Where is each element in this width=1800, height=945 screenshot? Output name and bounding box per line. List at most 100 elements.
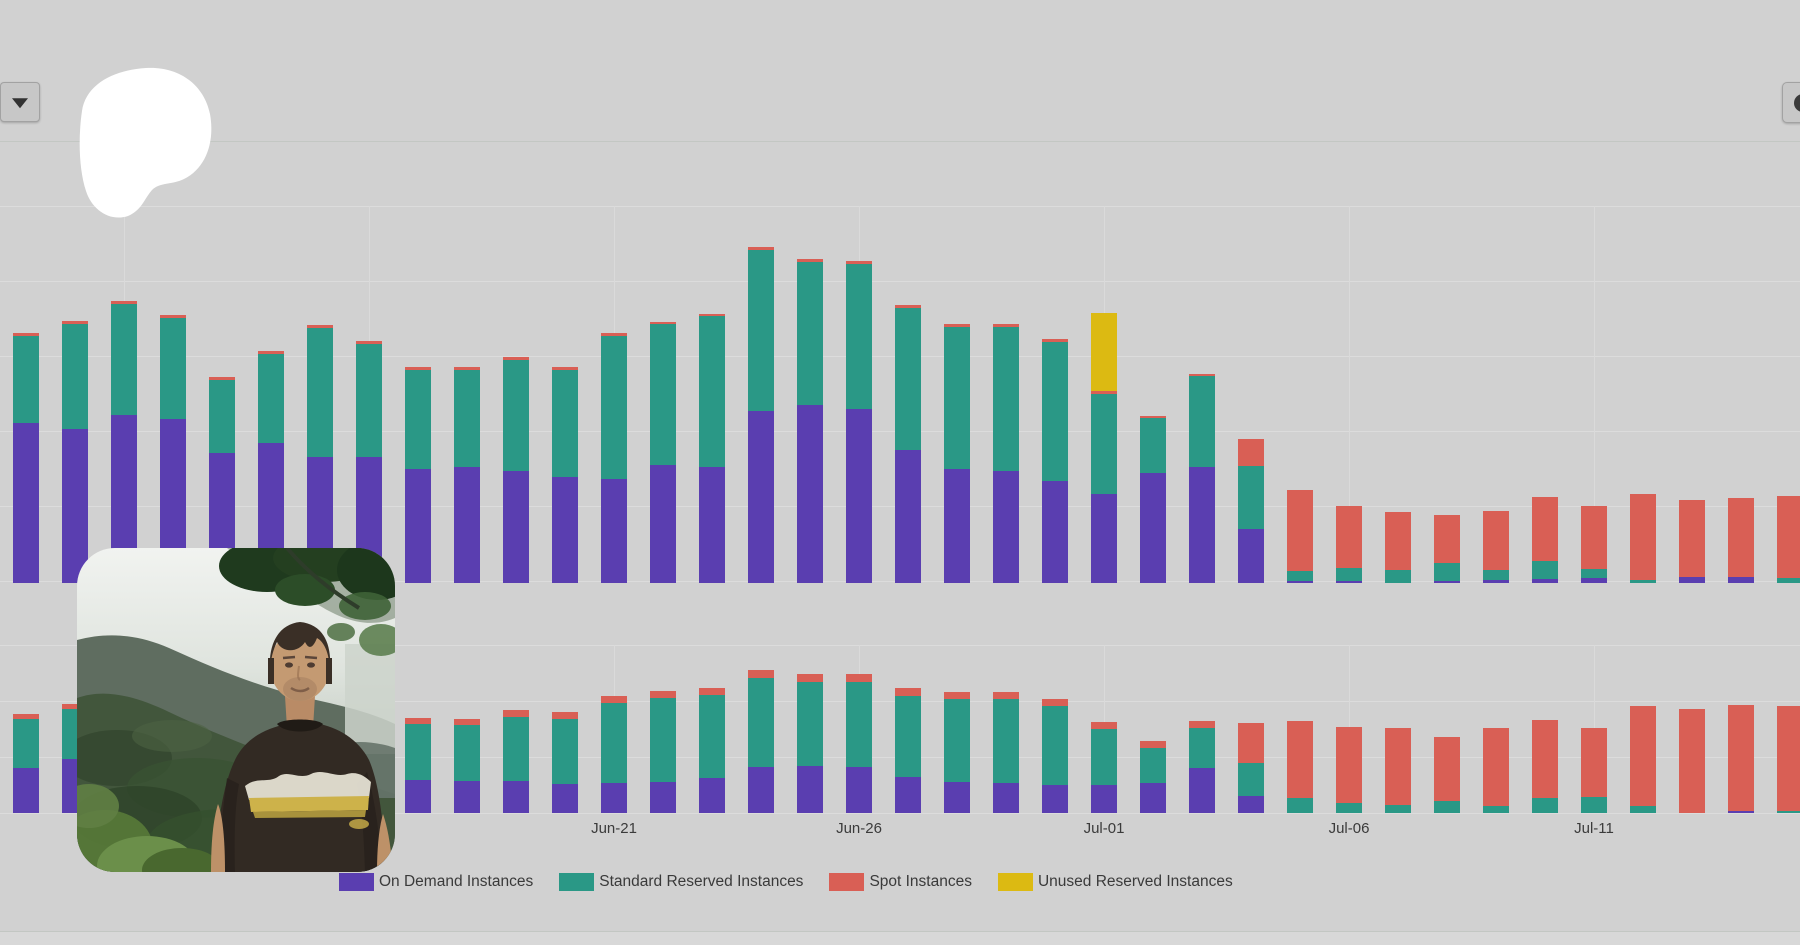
- bar-segment[interactable]: [1728, 705, 1754, 811]
- bar-segment[interactable]: [356, 344, 382, 457]
- bar-segment[interactable]: [993, 327, 1019, 471]
- bar-segment[interactable]: [797, 405, 823, 583]
- bar[interactable]: [650, 322, 676, 583]
- bar[interactable]: [944, 324, 970, 583]
- bar-segment[interactable]: [650, 691, 676, 698]
- bar-segment[interactable]: [13, 423, 39, 583]
- bar-segment[interactable]: [1728, 811, 1754, 813]
- bar[interactable]: [1189, 721, 1215, 813]
- bar-segment[interactable]: [1042, 706, 1068, 785]
- bar-segment[interactable]: [699, 467, 725, 583]
- bar[interactable]: [797, 674, 823, 813]
- bar-segment[interactable]: [307, 328, 333, 457]
- bar-segment[interactable]: [307, 325, 333, 328]
- bar-segment[interactable]: [405, 780, 431, 813]
- bar[interactable]: [1140, 741, 1166, 813]
- bar-segment[interactable]: [797, 682, 823, 766]
- bar-segment[interactable]: [895, 305, 921, 308]
- bar-segment[interactable]: [1238, 796, 1264, 813]
- bar[interactable]: [13, 333, 39, 583]
- bar-segment[interactable]: [1042, 785, 1068, 813]
- bar-segment[interactable]: [1091, 494, 1117, 583]
- bar[interactable]: [1483, 728, 1509, 813]
- bar-segment[interactable]: [1287, 798, 1313, 813]
- bar-segment[interactable]: [1140, 748, 1166, 783]
- bar-segment[interactable]: [1728, 498, 1754, 577]
- bar-segment[interactable]: [1336, 727, 1362, 803]
- bar-segment[interactable]: [1336, 568, 1362, 581]
- bar-segment[interactable]: [1287, 721, 1313, 798]
- bar-segment[interactable]: [258, 354, 284, 443]
- bar-segment[interactable]: [1679, 500, 1705, 577]
- bar-segment[interactable]: [62, 324, 88, 429]
- bar-segment[interactable]: [1679, 709, 1705, 813]
- bar-segment[interactable]: [797, 674, 823, 682]
- bar-segment[interactable]: [699, 316, 725, 467]
- bar-segment[interactable]: [1434, 563, 1460, 581]
- bar[interactable]: [1042, 699, 1068, 813]
- bar[interactable]: [1336, 506, 1362, 583]
- bar-segment[interactable]: [748, 767, 774, 813]
- bar-segment[interactable]: [1434, 737, 1460, 801]
- bar[interactable]: [1434, 515, 1460, 583]
- bar[interactable]: [1091, 313, 1117, 583]
- bar-segment[interactable]: [13, 336, 39, 423]
- bar-segment[interactable]: [1483, 580, 1509, 583]
- bar-segment[interactable]: [797, 766, 823, 813]
- bar-segment[interactable]: [454, 467, 480, 583]
- bar[interactable]: [650, 691, 676, 813]
- bar[interactable]: [1287, 721, 1313, 813]
- bar-segment[interactable]: [601, 696, 627, 703]
- bar-segment[interactable]: [1140, 741, 1166, 748]
- bar-segment[interactable]: [503, 471, 529, 583]
- bar-segment[interactable]: [699, 688, 725, 695]
- bar-segment[interactable]: [601, 479, 627, 583]
- bar[interactable]: [895, 688, 921, 813]
- bar[interactable]: [1728, 705, 1754, 813]
- bar-segment[interactable]: [993, 692, 1019, 699]
- bar-segment[interactable]: [1581, 797, 1607, 813]
- bar-segment[interactable]: [1581, 569, 1607, 578]
- bar-segment[interactable]: [1483, 570, 1509, 580]
- bar-segment[interactable]: [748, 678, 774, 767]
- legend-item[interactable]: Unused Reserved Instances: [997, 872, 1233, 891]
- bar-segment[interactable]: [1777, 811, 1800, 813]
- bar-segment[interactable]: [944, 692, 970, 699]
- bar-segment[interactable]: [1483, 806, 1509, 813]
- bar-segment[interactable]: [993, 699, 1019, 783]
- bar-segment[interactable]: [1091, 785, 1117, 813]
- bar-segment[interactable]: [1630, 706, 1656, 806]
- bar-segment[interactable]: [1189, 374, 1215, 376]
- bar[interactable]: [1630, 706, 1656, 813]
- bar-segment[interactable]: [993, 324, 1019, 327]
- bar-segment[interactable]: [1532, 720, 1558, 798]
- bar-segment[interactable]: [405, 724, 431, 780]
- bar[interactable]: [1287, 490, 1313, 583]
- bar[interactable]: [405, 367, 431, 583]
- bar[interactable]: [1385, 728, 1411, 813]
- bar-segment[interactable]: [1679, 577, 1705, 583]
- bar-segment[interactable]: [895, 688, 921, 696]
- bar-segment[interactable]: [797, 262, 823, 405]
- bar[interactable]: [1581, 728, 1607, 813]
- bar-segment[interactable]: [1042, 342, 1068, 481]
- bar[interactable]: [748, 247, 774, 583]
- bar-segment[interactable]: [1140, 418, 1166, 473]
- bar[interactable]: [601, 696, 627, 813]
- bar-segment[interactable]: [454, 367, 480, 370]
- bar-segment[interactable]: [1189, 728, 1215, 768]
- bar-segment[interactable]: [160, 318, 186, 419]
- bar[interactable]: [503, 710, 529, 813]
- bar-segment[interactable]: [13, 333, 39, 336]
- bar-segment[interactable]: [1630, 806, 1656, 813]
- bar[interactable]: [552, 712, 578, 813]
- bar[interactable]: [111, 301, 137, 583]
- bar-segment[interactable]: [1189, 376, 1215, 467]
- bar-segment[interactable]: [1385, 805, 1411, 813]
- bar[interactable]: [62, 321, 88, 583]
- bar-segment[interactable]: [797, 259, 823, 262]
- bar-segment[interactable]: [1189, 467, 1215, 583]
- bar-segment[interactable]: [748, 670, 774, 678]
- bar-segment[interactable]: [62, 321, 88, 324]
- bar-segment[interactable]: [846, 409, 872, 583]
